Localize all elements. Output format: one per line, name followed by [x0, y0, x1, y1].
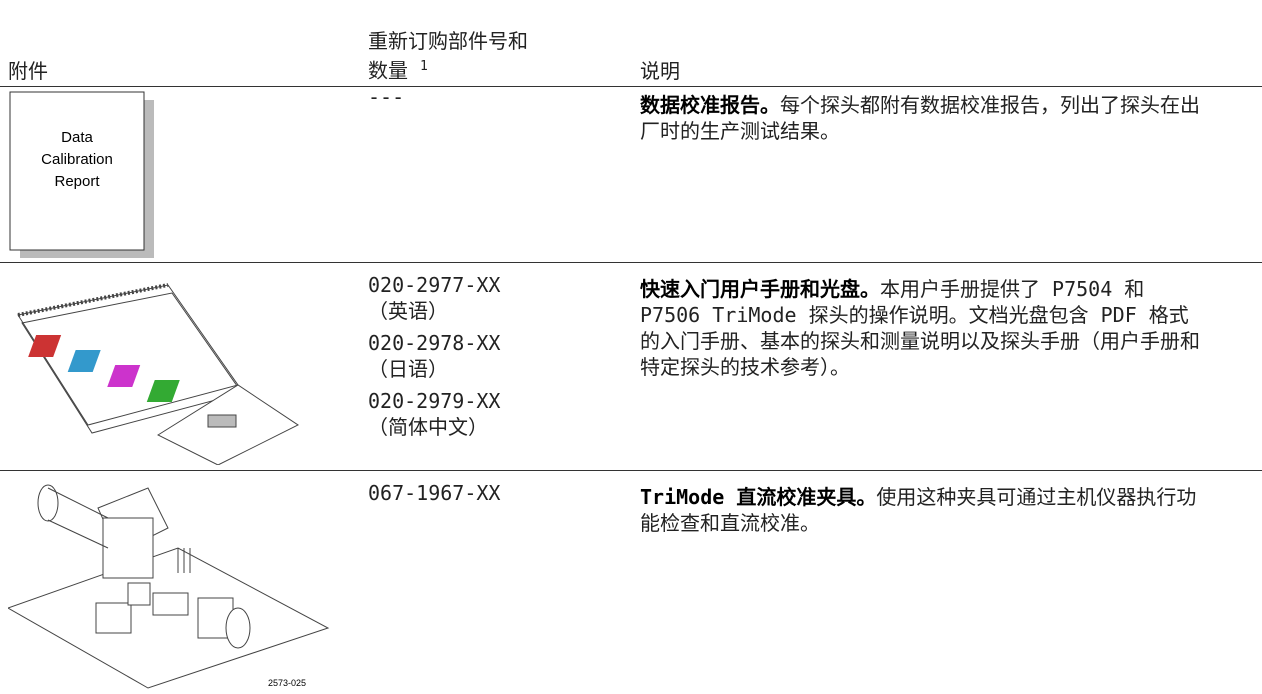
part-number: 020-2979-XX	[368, 389, 501, 413]
language: （英语）	[368, 299, 448, 323]
report-illustration: Data Calibration Report	[9, 91, 154, 258]
part-numbers: ---	[368, 84, 404, 116]
language: （简体中文）	[368, 415, 488, 439]
header-text: 说明	[640, 59, 680, 83]
desc-text: 使用这种夹具可通过主机仪器执行功能检查和直流校准。	[640, 485, 1197, 535]
header-description: 说明	[640, 16, 680, 84]
rule	[0, 470, 1262, 471]
image-text: Calibration	[41, 151, 113, 168]
part-number: 020-2978-XX	[368, 331, 501, 355]
header-text: 数量	[368, 59, 408, 83]
image-text: Report	[54, 173, 100, 190]
description: 数据校准报告。每个探头都附有数据校准报告，列出了探头在出厂时的生产测试结果。	[640, 92, 1205, 144]
desc-text: 每个探头都附有数据校准报告，列出了探头在出厂时的生产测试结果。	[640, 93, 1200, 143]
description: 快速入门用户手册和光盘。本用户手册提供了 P7504 和 P7506 TriMo…	[640, 276, 1205, 380]
header-text: 附件	[8, 59, 48, 83]
desc-title: 快速入门用户手册和光盘。	[640, 277, 880, 301]
desc-text: 本用户手册提供了 P7504 和 P7506 TriMode 探头的操作说明。文…	[640, 277, 1200, 379]
image-text: Data	[61, 129, 93, 146]
rule	[0, 262, 1262, 263]
part-number: 020-2977-XX	[368, 273, 501, 297]
part-number: 067-1967-XX	[368, 481, 501, 505]
image-label: 2573-025	[268, 678, 306, 688]
desc-title: TriMode 直流校准夹具。	[640, 485, 877, 509]
part-number: ---	[368, 85, 405, 109]
rule	[0, 86, 1262, 87]
desc-title: 数据校准报告。	[640, 93, 780, 117]
part-numbers: 067-1967-XX	[368, 480, 500, 512]
language: （日语）	[368, 357, 448, 381]
description: TriMode 直流校准夹具。使用这种夹具可通过主机仪器执行功能检查和直流校准。	[640, 484, 1205, 536]
fixture-illustration: 2573-025	[8, 484, 330, 689]
part-numbers: 020-2977-XX （英语） 020-2978-XX （日语） 020-2979…	[368, 272, 500, 446]
header-accessory: 附件	[8, 16, 48, 84]
footnote: 1	[420, 59, 428, 75]
header-part-number: 重新订购部件号和 数量 1	[368, 16, 528, 84]
header-text: 重新订购部件号和	[368, 29, 528, 54]
manual-illustration	[17, 283, 299, 465]
